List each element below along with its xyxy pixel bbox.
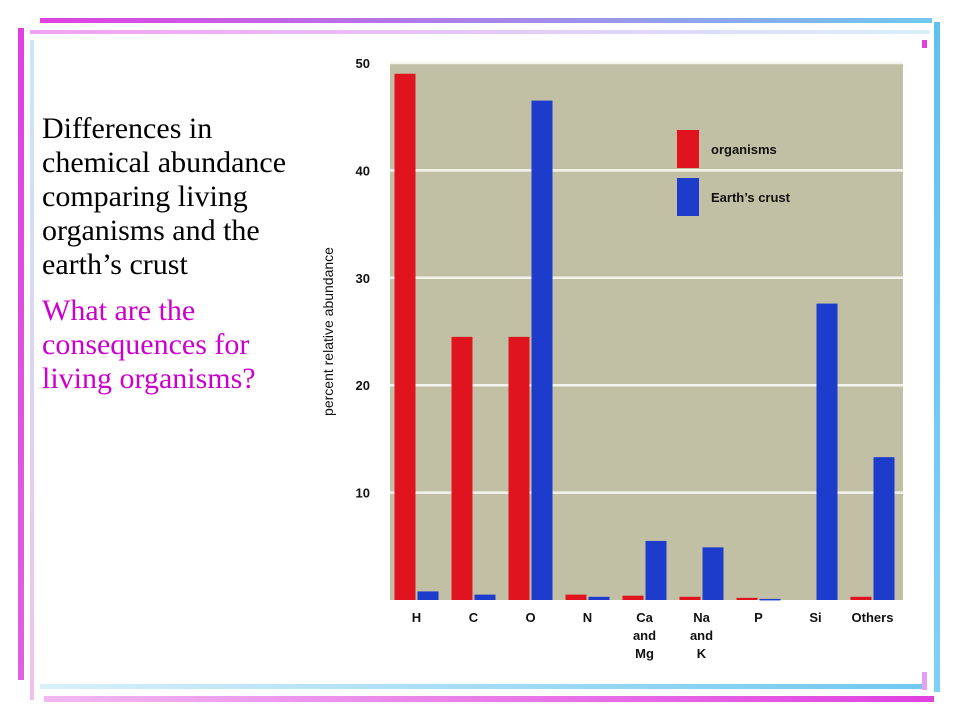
x-tick-label-o-0: O [525,610,535,625]
bar-organisms-ca [622,595,644,600]
x-tick-label-na-2: K [697,646,707,661]
bar-organisms-h [394,73,416,601]
y-axis-label: percent relative abundance [320,247,336,416]
bar-earth-s-crust-others [873,457,895,600]
left-frame-bar [18,28,24,680]
y-tick-label-40: 40 [356,163,370,178]
y-tick-label-30: 30 [356,271,370,286]
bar-earth-s-crust-o [531,100,553,600]
right-frame-bar [934,22,940,692]
bar-chart: 10 20 30 40 50 percent relative abundance H C O N… [320,56,903,661]
chart-figure: 10 20 30 40 50 percent relative abundance H C O N… [305,48,928,672]
bar-organisms-na [679,596,701,600]
left-frame-bar-inner [30,40,34,700]
bar-organisms-others [850,596,872,600]
bar-organisms-o [508,336,530,600]
y-tick-label-10: 10 [356,486,370,501]
bar-earth-s-crust-p [759,598,781,601]
slide-text: Differences in chemical abundance compar… [42,112,304,396]
legend-label-crust: Earth’s crust [711,190,791,205]
x-tick-label-si-0: Si [809,610,821,625]
bar-earth-s-crust-na [702,547,724,600]
x-tick-label-n-0: N [583,610,592,625]
x-tick-label-others-0: Others [852,610,894,625]
x-tick-label-ca-0: Ca [636,610,653,625]
y-tick-label-50: 50 [356,56,370,71]
bar-earth-s-crust-ca [645,540,667,600]
slide-main-text: Differences in chemical abundance compar… [42,112,287,281]
x-tick-label-na-0: Na [693,610,710,625]
legend-label-organisms: organisms [711,142,777,157]
legend-swatch-organisms [677,130,699,168]
x-tick-label-p-0: P [754,610,763,625]
bar-earth-s-crust-si [816,303,838,600]
top-frame-bar [40,18,932,23]
x-tick-label-na-1: and [690,628,713,643]
legend-swatch-crust [677,178,699,216]
top-frame-bar-inner [30,30,930,34]
slide-question-text: What are the consequences for living org… [42,294,256,395]
bar-earth-s-crust-n [588,596,610,600]
bar-earth-s-crust-c [474,594,496,600]
y-tick-label-20: 20 [356,378,370,393]
bottom-frame-bar [40,684,922,689]
bar-organisms-p [736,597,758,600]
bar-organisms-c [451,336,473,600]
x-tick-label-ca-1: and [633,628,656,643]
bar-organisms-n [565,594,587,600]
bar-earth-s-crust-h [417,591,439,600]
x-tick-label-c-0: C [469,610,479,625]
x-tick-label-h-0: H [412,610,421,625]
x-tick-label-ca-2: Mg [635,646,654,661]
bottom-frame-bar-inner [44,696,934,702]
